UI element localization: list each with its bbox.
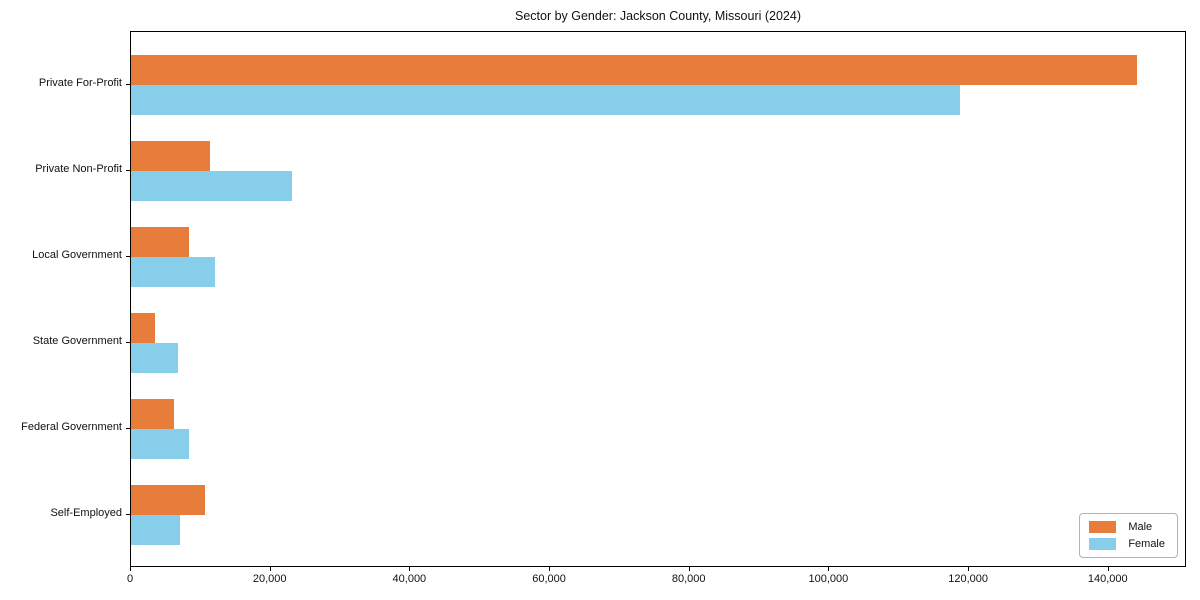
- y-tick-mark: [126, 342, 130, 343]
- x-tick-label-20000: 20,000: [252, 573, 287, 585]
- x-tick-mark: [828, 567, 830, 571]
- bar-male-private-non-profit: [131, 141, 210, 171]
- x-tick-mark: [968, 567, 970, 571]
- y-tick-label-self-employed: Self-Employed: [50, 507, 122, 519]
- x-tick-label-100000: 100,000: [808, 573, 849, 585]
- bar-male-self-employed: [131, 485, 206, 515]
- bar-male-state-government: [131, 313, 155, 343]
- x-tick-mark: [269, 567, 271, 571]
- x-tick-label-0: 0: [126, 573, 134, 585]
- y-tick-label-private-for-profit: Private For-Profit: [38, 77, 122, 89]
- chart-title: Sector by Gender: Jackson County, Missou…: [514, 9, 801, 23]
- y-tick-mark: [126, 514, 130, 515]
- y-tick-label-state-government: State Government: [32, 335, 122, 347]
- y-tick-label-local-government: Local Government: [32, 249, 122, 261]
- legend-item-female: Female: [1089, 538, 1165, 550]
- bar-male-local-government: [131, 227, 189, 257]
- y-tick-mark: [126, 256, 130, 257]
- x-tick-label-60000: 60,000: [532, 573, 566, 585]
- x-tick-mark: [130, 567, 131, 571]
- legend: Male Female: [1079, 513, 1178, 558]
- legend-item-male: Male: [1089, 521, 1165, 533]
- legend-label-female: Female: [1128, 538, 1165, 550]
- y-tick-mark: [126, 84, 130, 85]
- bar-female-private-for-profit: [131, 85, 961, 115]
- x-tick-mark: [549, 567, 551, 571]
- x-tick-label-120000: 120,000: [948, 573, 988, 585]
- x-tick-mark: [1107, 567, 1109, 571]
- x-tick-mark: [409, 567, 411, 571]
- bar-male-federal-government: [131, 399, 174, 429]
- y-tick-label-federal-government: Federal Government: [21, 421, 122, 433]
- bar-female-self-employed: [131, 515, 180, 545]
- y-tick-mark: [126, 428, 130, 429]
- x-tick-label-80000: 80,000: [671, 573, 706, 585]
- y-tick-label-private-non-profit: Private Non-Profit: [35, 163, 122, 175]
- bar-female-state-government: [131, 343, 179, 373]
- female-swatch-icon: [1089, 538, 1117, 550]
- legend-label-male: Male: [1128, 521, 1153, 533]
- bar-female-federal-government: [131, 429, 189, 459]
- bar-male-private-for-profit: [131, 55, 1137, 85]
- bar-female-private-non-profit: [131, 171, 292, 201]
- bar-female-local-government: [131, 257, 215, 287]
- x-tick-label-140000: 140,000: [1087, 573, 1128, 585]
- plot-area: Male Female: [130, 31, 1186, 567]
- x-tick-label-40000: 40,000: [392, 573, 427, 585]
- y-tick-mark: [126, 170, 130, 171]
- x-tick-mark: [688, 567, 690, 571]
- male-swatch-icon: [1089, 521, 1117, 533]
